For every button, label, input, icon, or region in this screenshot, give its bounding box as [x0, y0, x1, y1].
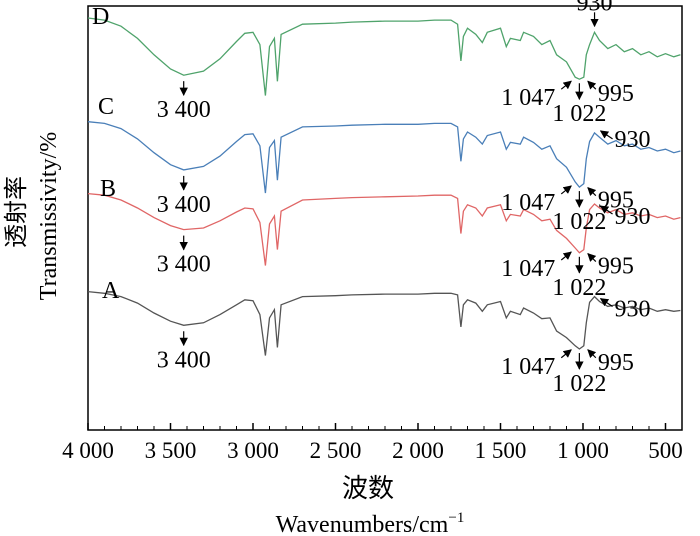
x-tick-label: 2 000 [392, 438, 444, 463]
peak-label: 1 022 [552, 275, 606, 301]
peak-arrow [587, 187, 597, 197]
axis-labels: 波数 Wavenumbers/cm−1 透射率 Transmissivity/% [3, 132, 464, 536]
peak-arrow [599, 130, 613, 140]
x-tick-label: 4 000 [62, 438, 114, 463]
peak-label: 995 [598, 350, 634, 376]
x-axis-label-text: Wavenumbers/cm [276, 512, 449, 536]
series-label-D: D [92, 4, 109, 30]
peak-arrow [587, 80, 597, 90]
peak-label: 1 047 [501, 256, 555, 282]
peak-arrow [560, 80, 572, 90]
peak-label: 1 047 [501, 190, 555, 216]
y-axis-label-cn: 透射率 [3, 176, 30, 248]
peak-arrow [587, 349, 597, 359]
x-axis-label-sup: −1 [448, 510, 464, 526]
peak-arrow [587, 253, 597, 263]
x-axis-label-cn: 波数 [342, 474, 394, 503]
y-axis-label: Transmissivity/% [36, 132, 62, 300]
peak-label: 930 [577, 0, 613, 16]
peak-label: 3 400 [157, 192, 211, 218]
x-axis-label: Wavenumbers/cm−1 [276, 510, 465, 536]
peak-label: 1 022 [552, 209, 606, 235]
series-line-D [87, 17, 681, 96]
peak-label: 3 400 [157, 97, 211, 123]
peak-label: 1 022 [552, 371, 606, 397]
x-tick-label: 2 500 [310, 438, 362, 463]
peak-label: 3 400 [157, 252, 211, 278]
x-tick-label: 3 000 [227, 438, 279, 463]
x-tick-label: 1 000 [557, 438, 609, 463]
peak-arrow [599, 205, 613, 215]
peak-label: 1 022 [552, 101, 606, 127]
series-layer: D C B A [87, 4, 681, 356]
series-label-C: C [98, 94, 114, 120]
peak-label: 1 047 [501, 85, 555, 111]
x-tick-label: 3 500 [145, 438, 197, 463]
x-tick-label: 500 [648, 438, 683, 463]
series-label-A: A [102, 278, 120, 304]
peak-arrow [560, 251, 572, 261]
peak-label: 930 [615, 297, 651, 323]
peak-arrow [560, 185, 572, 195]
peak-label: 1 047 [501, 354, 555, 380]
peak-label: 3 400 [157, 347, 211, 373]
peak-arrow [599, 298, 613, 308]
series-line-A [87, 290, 681, 356]
peak-label: 995 [598, 254, 634, 280]
axes: 4 000 3 500 3 000 2 500 2 000 1 500 1 000 500 [62, 5, 683, 463]
peak-label: 930 [615, 204, 651, 230]
peak-label: 930 [615, 127, 651, 153]
x-tick-label: 1 500 [475, 438, 527, 463]
peak-arrow [560, 349, 572, 359]
peak-label: 995 [598, 81, 634, 107]
series-line-C [87, 121, 681, 194]
series-label-B: B [100, 176, 116, 202]
